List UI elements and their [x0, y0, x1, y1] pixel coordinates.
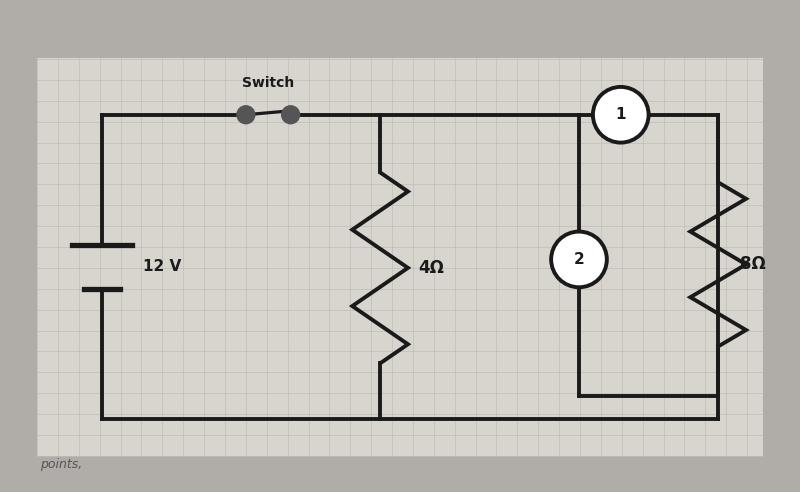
- Text: 4Ω: 4Ω: [418, 259, 444, 277]
- Text: 2: 2: [574, 252, 584, 267]
- Circle shape: [282, 106, 299, 123]
- Text: 8Ω: 8Ω: [740, 255, 766, 274]
- Bar: [37, 58, 763, 456]
- Text: 12 V: 12 V: [143, 259, 182, 275]
- Circle shape: [237, 106, 255, 123]
- Text: Switch: Switch: [242, 76, 294, 90]
- Text: 1: 1: [615, 107, 626, 122]
- Text: points,: points,: [40, 458, 82, 471]
- Circle shape: [593, 87, 649, 143]
- Circle shape: [551, 232, 607, 287]
